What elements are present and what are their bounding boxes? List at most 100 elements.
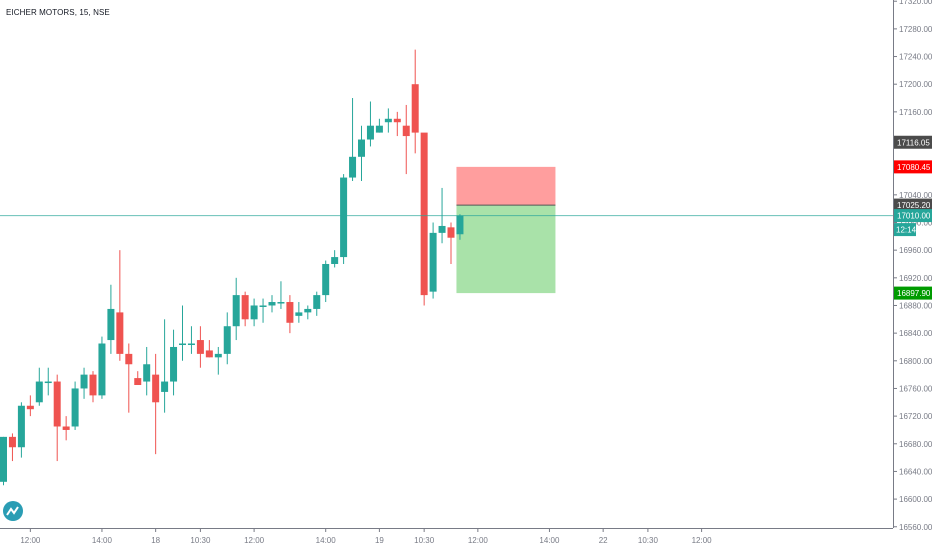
- candle-down: [26, 405, 34, 410]
- price-label-17116-bg: [894, 135, 932, 149]
- candle-up: [384, 118, 392, 123]
- candle-up: [107, 308, 115, 341]
- candle-down: [241, 295, 249, 320]
- y-tick-label: 17200.00: [899, 80, 932, 89]
- x-tick-label: 19: [375, 536, 384, 545]
- candle-down: [196, 340, 204, 354]
- current-price-label-bg: [894, 209, 932, 223]
- candle-up: [223, 326, 231, 354]
- candle-down: [134, 378, 142, 386]
- candle-down: [116, 312, 124, 354]
- y-tick-label: 16720.00: [899, 412, 932, 421]
- candle-up: [456, 215, 464, 235]
- candle-up: [98, 343, 106, 396]
- candle-up: [35, 381, 43, 403]
- candle-up: [375, 125, 383, 133]
- x-tick-label: 14:00: [92, 536, 113, 545]
- candle-up: [304, 308, 312, 313]
- current-price-label: 17010.00: [897, 212, 931, 221]
- countdown-label: 12:14: [896, 226, 917, 235]
- candle-up: [429, 232, 437, 292]
- x-tick-label: 10:30: [190, 536, 211, 545]
- candle-up: [358, 139, 365, 157]
- candle-up: [313, 295, 321, 309]
- y-tick-label: 17040.00: [899, 191, 932, 200]
- candle-down: [411, 84, 419, 133]
- candle-up: [366, 125, 374, 140]
- y-tick-label: 16920.00: [899, 274, 932, 283]
- candle-up: [250, 305, 258, 320]
- candle-up: [295, 312, 303, 316]
- price-label-17116: 17116.05: [897, 138, 930, 147]
- candle-down: [125, 353, 133, 365]
- candle-up: [214, 353, 222, 358]
- candle-down: [447, 227, 455, 238]
- candle-up: [143, 364, 151, 382]
- y-tick-label: 16760.00: [899, 384, 932, 393]
- candle-up: [268, 302, 276, 306]
- target-price-label: 16897.90: [897, 289, 931, 298]
- candle-up: [349, 156, 357, 178]
- tradingview-logo-icon[interactable]: [3, 501, 23, 521]
- candle-down: [420, 132, 428, 296]
- candle-up: [44, 381, 52, 384]
- candle-up: [170, 346, 178, 382]
- y-tick-label: 17320.00: [899, 0, 932, 6]
- candle-down: [402, 125, 410, 137]
- candle-down: [286, 302, 294, 323]
- candle-up: [259, 305, 267, 307]
- entry-price-label-bg: [894, 198, 932, 212]
- candle-up: [80, 374, 88, 389]
- x-tick-label: 14:00: [316, 536, 337, 545]
- y-tick-label: 17160.00: [899, 108, 932, 117]
- candle-up: [161, 381, 169, 392]
- y-tick-label: 16600.00: [899, 495, 932, 504]
- y-tick-label: 17280.00: [899, 25, 932, 34]
- candle-down: [393, 118, 401, 123]
- candle-up: [340, 177, 348, 258]
- y-tick-label: 16960.00: [899, 246, 932, 255]
- x-tick-label: 14:00: [539, 536, 560, 545]
- y-tick-label: 16640.00: [899, 467, 932, 476]
- candle-up: [322, 263, 330, 296]
- candle-up: [277, 302, 285, 304]
- candle-up: [331, 257, 339, 264]
- candle-down: [62, 426, 70, 430]
- x-tick-label: 18: [151, 536, 160, 545]
- x-tick-label: 12:00: [692, 536, 713, 545]
- candle-down: [152, 374, 160, 403]
- candle-up: [179, 343, 186, 346]
- y-tick-label: 16840.00: [899, 329, 932, 338]
- logo-glyph-icon: [6, 506, 19, 516]
- countdown-bg: [894, 223, 916, 237]
- candle-up: [438, 225, 446, 233]
- target-price-label-bg: [894, 286, 932, 300]
- y-tick-label: 16560.00: [899, 523, 932, 532]
- stop-loss-zone: [456, 166, 556, 206]
- stop-loss-price-label: 17080.45: [897, 163, 931, 172]
- candle-up: [17, 405, 25, 448]
- entry-price-label: 17025.20: [897, 201, 931, 210]
- candle-up: [0, 436, 7, 482]
- x-tick-label: 22: [599, 536, 608, 545]
- x-tick-label: 12:00: [244, 536, 265, 545]
- x-tick-label: 10:30: [414, 536, 435, 545]
- target-zone: [456, 205, 556, 294]
- candle-down: [205, 350, 213, 358]
- candle-up: [71, 388, 79, 427]
- chart-title: EICHER MOTORS, 15, NSE: [6, 8, 110, 17]
- y-tick-label: 16880.00: [899, 301, 932, 310]
- x-tick-label: 12:00: [468, 536, 489, 545]
- y-tick-label: 16680.00: [899, 440, 932, 449]
- y-tick-label: 16800.00: [899, 357, 932, 366]
- candle-down: [89, 374, 97, 396]
- candle-up: [187, 343, 195, 346]
- stop-loss-price-label-bg: [894, 160, 932, 174]
- x-tick-label: 12:00: [20, 536, 41, 545]
- candle-down: [8, 436, 16, 448]
- candle-down: [53, 381, 61, 427]
- y-tick-label: 17240.00: [899, 53, 932, 62]
- x-tick-label: 10:30: [638, 536, 659, 545]
